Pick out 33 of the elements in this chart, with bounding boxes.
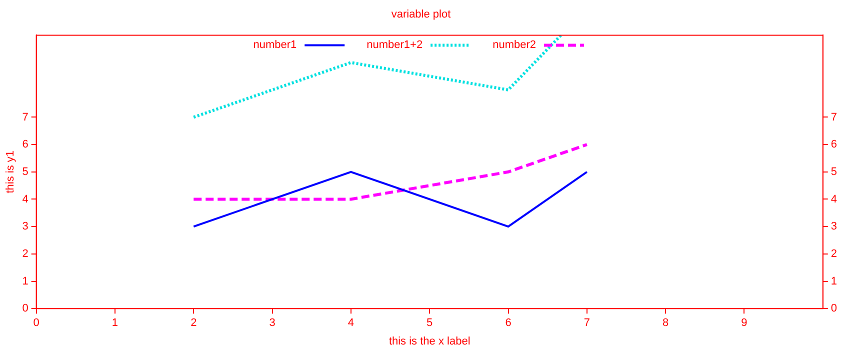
x-tick-label: 4 (348, 317, 354, 330)
legend-label: number1+2 (366, 39, 423, 52)
y-tick-label: 5 (22, 166, 28, 178)
x-tick-label: 7 (584, 317, 590, 330)
y-tick-label: 3 (22, 220, 28, 233)
y-tick-label: 2 (22, 248, 28, 260)
x-tick-label: 2 (190, 317, 197, 330)
chart-title: variable plot (391, 8, 451, 21)
x-tick-label: 9 (741, 317, 748, 330)
x-tick-label: 6 (505, 317, 512, 330)
x-axis-title: this is the x label (388, 335, 470, 348)
x-tick-label: 3 (269, 317, 276, 330)
y2-tick-label: 5 (830, 166, 838, 178)
y-tick-label: 7 (22, 111, 28, 124)
y-tick-label: 6 (22, 138, 28, 151)
y2-tick-label: 7 (830, 111, 838, 124)
x-tick-label: 5 (426, 317, 433, 330)
y2-tick-label: 3 (830, 220, 838, 233)
y-tick-label: 1 (22, 275, 28, 288)
y2-tick-label: 6 (830, 138, 838, 151)
y-tick-label: 0 (22, 302, 28, 315)
legend-label: number1 (253, 39, 297, 52)
y-tick-label: 4 (22, 193, 28, 206)
y2-tick-label: 4 (830, 193, 838, 206)
y2-tick-label: 1 (830, 275, 838, 288)
line-series (192, 35, 562, 119)
x-tick-label: 8 (662, 317, 669, 330)
y2-tick-label: 2 (830, 248, 838, 260)
x-tick-label: 1 (112, 317, 118, 330)
y2-tick-label: 0 (830, 302, 838, 315)
y-axis-title: this is y1 (4, 150, 17, 194)
x-tick-label: 0 (33, 317, 40, 330)
legend-label: number2 (492, 39, 536, 52)
